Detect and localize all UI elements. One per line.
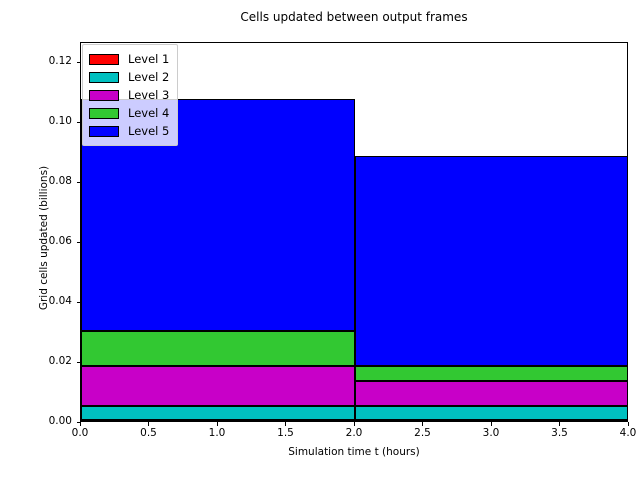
legend-entry-level-3[interactable]: Level 3 [89,86,169,104]
legend-entry-level-2[interactable]: Level 2 [89,68,169,86]
bar-segment-level-4 [81,331,355,367]
x-tick-label: 0.0 [71,427,89,439]
x-tick-mark [216,422,218,426]
chart-legend: Level 1 Level 2 Level 3 Level 4 Level 5 [82,44,179,146]
x-tick-label: 4.0 [619,427,637,439]
y-axis-label: Grid cells updated (billions) [38,165,50,311]
chart-title: Cells updated between output frames [240,10,468,24]
legend-entry-level-1[interactable]: Level 1 [89,50,169,68]
x-tick-mark [148,422,150,426]
bar-segment-level-2 [355,406,627,421]
x-axis-label: Simulation time t (hours) [288,446,420,458]
legend-entry-level-4[interactable]: Level 4 [89,104,169,122]
x-tick-mark [353,422,355,426]
legend-swatch-icon [89,71,119,83]
bar-segment-level-3 [355,381,627,407]
stacked-bar [355,43,627,421]
x-tick-label: 3.5 [551,427,568,439]
legend-swatch-icon [89,53,119,65]
x-tick-label: 0.5 [140,427,157,439]
legend-label: Level 5 [128,123,170,138]
plot-area [80,42,628,422]
bar-segment-level-3 [81,366,355,407]
x-tick-label: 2.0 [345,427,363,439]
stacked-bar [81,43,355,421]
legend-swatch-icon [89,107,119,119]
x-tick-mark [559,422,561,426]
legend-label: Level 1 [128,51,170,66]
legend-swatch-icon [89,89,119,101]
x-tick-label: 2.5 [414,427,431,439]
x-tick-label: 1.0 [208,427,226,439]
x-tick-mark [285,422,287,426]
x-tick-mark [627,422,629,426]
x-tick-mark [79,422,81,426]
y-tick-label: 0.00 [48,415,72,427]
bar-segment-level-5 [355,156,627,367]
legend-label: Level 2 [128,69,170,84]
x-tick-label: 1.5 [277,427,294,439]
y-tick-label: 0.12 [48,55,72,68]
legend-entry-level-5[interactable]: Level 5 [89,122,169,140]
legend-label: Level 4 [128,105,170,120]
legend-swatch-icon [89,125,119,137]
x-tick-label: 3.0 [482,427,500,439]
x-tick-mark [490,422,492,426]
bar-segment-level-4 [355,366,627,382]
x-tick-mark [422,422,424,426]
bar-segment-level-2 [81,406,355,421]
legend-label: Level 3 [128,87,170,102]
